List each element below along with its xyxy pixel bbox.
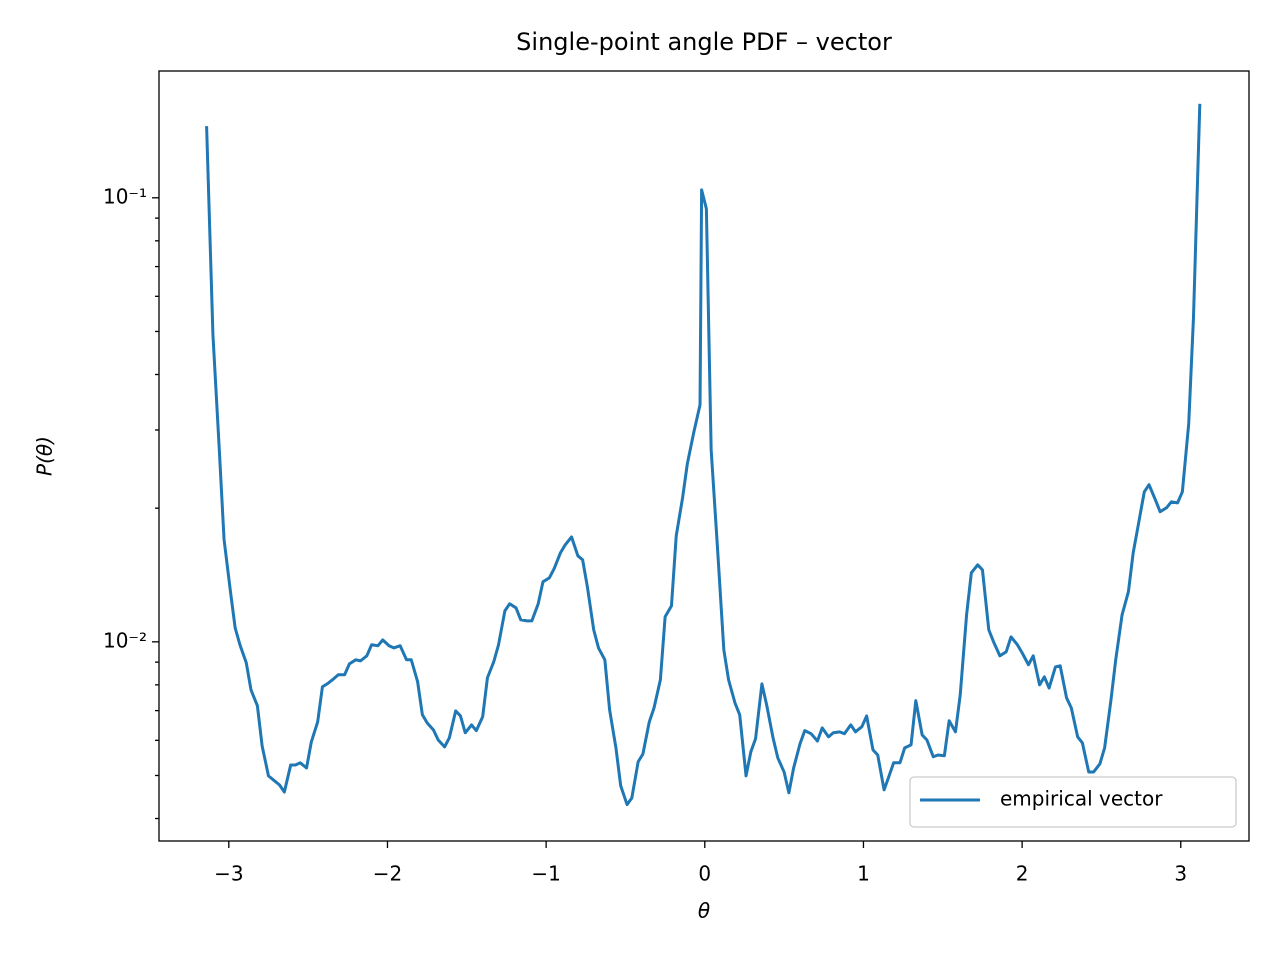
axes-frame <box>158 70 1250 842</box>
x-tick-label: 0 <box>698 862 711 886</box>
x-tick-label: −3 <box>214 862 243 886</box>
x-tick-label: 1 <box>857 862 870 886</box>
x-tick-label: 2 <box>1016 862 1029 886</box>
chart-title: Single-point angle PDF – vector <box>516 28 892 56</box>
x-tick-label: 3 <box>1174 862 1187 886</box>
y-tick-label: 10⁻² <box>103 628 147 652</box>
x-tick-label: −1 <box>531 862 560 886</box>
x-tick-label: −2 <box>373 862 402 886</box>
data-line <box>205 103 1202 807</box>
y-axis-label: P(θ) <box>33 436 57 476</box>
legend-label: empirical vector <box>1000 787 1163 811</box>
y-tick-label: 10⁻¹ <box>103 184 147 208</box>
legend-box <box>909 776 1237 828</box>
x-axis-label: θ <box>698 899 710 923</box>
